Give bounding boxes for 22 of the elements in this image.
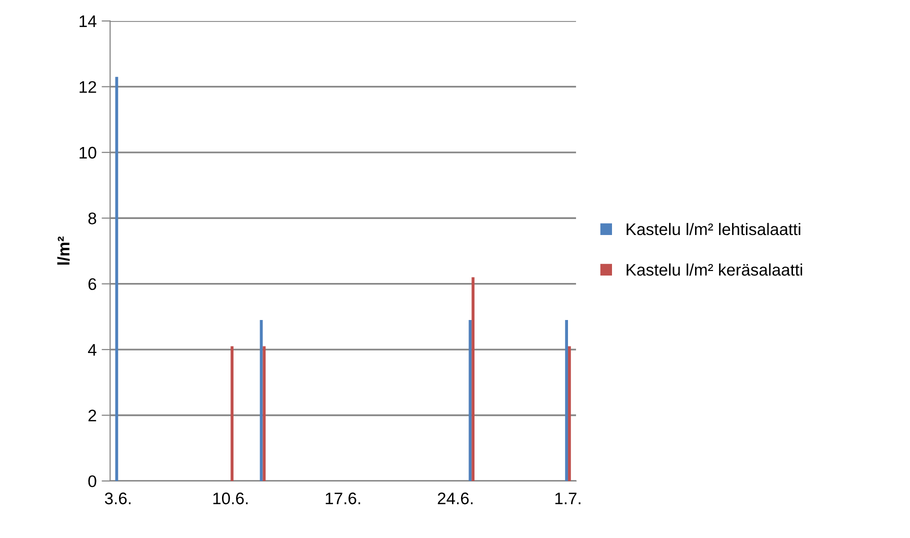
y-tick-label: 6 bbox=[88, 278, 96, 290]
legend-label: Kastelu l/m² lehtisalaatti bbox=[626, 222, 800, 236]
y-axis-title: l/m² bbox=[57, 236, 70, 265]
bar bbox=[565, 320, 568, 481]
y-tick-label: 2 bbox=[88, 410, 96, 422]
bar bbox=[262, 346, 266, 481]
x-tick-label: 10.6. bbox=[213, 492, 248, 504]
y-tick-label: 12 bbox=[80, 81, 96, 93]
bar bbox=[230, 346, 234, 481]
x-tick-label: 1.7. bbox=[555, 492, 580, 504]
y-tick-label: 10 bbox=[80, 146, 96, 159]
legend-label: Kastelu l/m² keräsalaatti bbox=[626, 263, 802, 276]
x-tick-label: 24.6. bbox=[438, 492, 473, 504]
bar bbox=[568, 346, 571, 481]
y-tick-label: 0 bbox=[88, 475, 96, 488]
y-tick-label: 4 bbox=[88, 344, 96, 356]
x-tick-label: 3.6. bbox=[104, 492, 131, 504]
x-tick-label: 17.6. bbox=[326, 492, 360, 504]
bar bbox=[472, 277, 474, 481]
y-tick-label: 8 bbox=[88, 212, 96, 224]
y-tick-label: 14 bbox=[80, 16, 96, 28]
bar bbox=[468, 320, 472, 481]
